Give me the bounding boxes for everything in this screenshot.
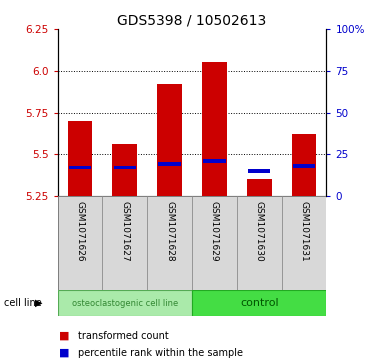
Text: GSM1071627: GSM1071627	[120, 201, 129, 261]
Bar	[247, 179, 272, 196]
Bar	[147, 196, 192, 290]
Title: GDS5398 / 10502613: GDS5398 / 10502613	[117, 14, 267, 28]
Bar	[102, 196, 147, 290]
Text: GSM1071628: GSM1071628	[165, 201, 174, 261]
Bar	[237, 196, 282, 290]
Bar	[58, 196, 102, 290]
Bar	[58, 290, 192, 316]
Bar	[203, 159, 226, 163]
Text: ▶: ▶	[35, 298, 43, 308]
Bar	[69, 166, 91, 170]
Bar	[282, 196, 326, 290]
Bar	[202, 62, 227, 196]
Text: cell line: cell line	[4, 298, 42, 308]
Text: control: control	[240, 298, 279, 308]
Text: osteoclastogenic cell line: osteoclastogenic cell line	[72, 299, 178, 307]
Bar	[293, 164, 315, 168]
Text: GSM1071631: GSM1071631	[299, 201, 309, 261]
Text: ■: ■	[59, 348, 70, 358]
Bar	[114, 166, 136, 170]
Text: transformed count: transformed count	[78, 331, 169, 341]
Text: percentile rank within the sample: percentile rank within the sample	[78, 348, 243, 358]
Bar	[292, 134, 316, 196]
Bar	[158, 163, 181, 166]
Bar	[157, 84, 182, 196]
Text: GSM1071629: GSM1071629	[210, 201, 219, 261]
Text: ■: ■	[59, 331, 70, 341]
Bar	[192, 196, 237, 290]
Text: GSM1071626: GSM1071626	[75, 201, 85, 261]
Text: GSM1071630: GSM1071630	[255, 201, 264, 261]
Bar	[112, 144, 137, 196]
Bar	[68, 121, 92, 196]
Bar	[248, 169, 270, 173]
Bar	[192, 290, 326, 316]
